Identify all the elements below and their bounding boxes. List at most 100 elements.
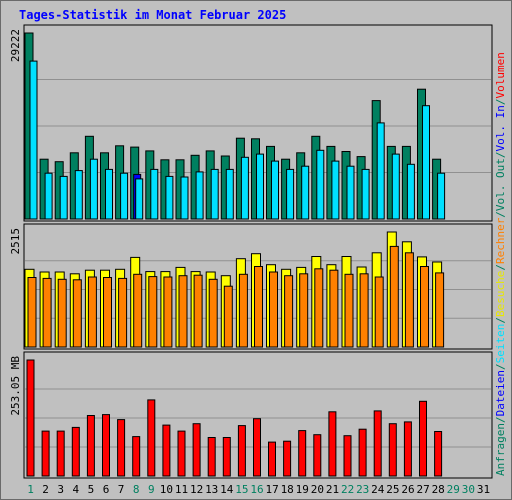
x-tick-label-day-31: 31: [477, 483, 490, 496]
bar-volumen-day-2: [41, 430, 50, 477]
bar-seiten-day-19: [301, 165, 310, 220]
legend-separator: /: [494, 416, 507, 423]
x-tick-label-day-2: 2: [42, 483, 49, 496]
x-tick-label-day-3: 3: [57, 483, 64, 496]
legend-separator: /: [494, 264, 507, 271]
bar-volumen-day-13: [207, 437, 216, 477]
bar-rechner-day-26: [404, 252, 414, 348]
y-max-label-0: 29222: [9, 29, 22, 62]
bar-seiten-day-3: [59, 175, 68, 220]
bar-rechner-day-4: [72, 279, 82, 348]
x-tick-label-day-18: 18: [281, 483, 294, 496]
bar-rechner-day-22: [344, 273, 354, 348]
bar-rechner-day-7: [118, 277, 128, 348]
legend-separator: /: [494, 211, 507, 218]
legend-label-volout: Vol. Out: [494, 158, 507, 211]
bar-seiten-day-2: [44, 172, 53, 220]
x-tick-label-day-16: 16: [250, 483, 263, 496]
bar-seiten-day-10: [165, 175, 174, 220]
bar-volumen-day-21: [328, 411, 337, 477]
bar-seiten-day-11: [180, 176, 189, 220]
bar-rechner-day-8: [133, 273, 143, 348]
bar-seiten-day-6: [105, 168, 113, 220]
x-tick-label-day-4: 4: [72, 483, 79, 496]
bar-volumen-day-3: [56, 430, 65, 477]
bar-seiten-day-21: [331, 160, 340, 220]
bar-seiten-day-23: [361, 168, 370, 220]
x-tick-label-day-10: 10: [160, 483, 173, 496]
x-tick-label-day-11: 11: [175, 483, 188, 496]
bar-volumen-day-8: [132, 436, 141, 477]
bar-seiten-day-17: [271, 160, 279, 220]
bar-rechner-day-17: [269, 271, 278, 348]
legend-label-rechner: Rechner: [494, 217, 507, 264]
bar-volumen-day-28: [434, 431, 443, 477]
bar-seiten-day-25: [391, 153, 400, 220]
bar-seiten-day-9: [150, 168, 159, 220]
legend-label-besuche: Besuche: [494, 271, 507, 317]
bar-rechner-day-13: [208, 278, 218, 348]
bar-volumen-day-20: [313, 434, 322, 477]
bar-volumen-day-14: [222, 437, 231, 477]
bar-volumen-day-4: [71, 426, 80, 477]
bar-seiten-day-14: [225, 168, 234, 220]
chart-title: Tages-Statistik im Monat Februar 2025: [19, 8, 287, 22]
bar-volumen-day-25: [388, 423, 397, 477]
bar-rechner-day-9: [148, 276, 158, 348]
x-tick-label-day-24: 24: [371, 483, 385, 496]
bar-rechner-day-23: [359, 273, 369, 348]
x-tick-label-day-19: 19: [296, 483, 309, 496]
bar-volumen-day-7: [117, 419, 126, 477]
legend-separator: /: [494, 363, 507, 370]
bar-volumen-day-15: [237, 425, 246, 477]
x-tick-label-day-29: 29: [447, 483, 460, 496]
x-tick-label-day-20: 20: [311, 483, 324, 496]
legend-label-anfragen: Anfragen: [494, 423, 507, 476]
bar-volumen-day-18: [283, 440, 292, 477]
bar-volumen-day-26: [403, 421, 412, 477]
bar-rechner-day-19: [299, 273, 309, 348]
bar-volumen-day-12: [192, 423, 201, 477]
legend-separator: /: [494, 98, 507, 105]
bar-seiten-day-13: [210, 168, 219, 220]
bar-rechner-day-15: [238, 273, 248, 348]
bar-rechner-day-27: [420, 266, 429, 348]
x-tick-label-day-14: 14: [220, 483, 234, 496]
bar-seiten-day-28: [437, 172, 446, 220]
legend-separator: /: [494, 317, 507, 324]
bar-volumen-day-10: [162, 424, 171, 477]
bar-seiten-day-12: [195, 171, 204, 220]
bar-volumen-day-11: [177, 430, 186, 477]
legend-separator: /: [494, 151, 507, 158]
bar-rechner-day-2: [42, 277, 52, 348]
bar-volumen-day-5: [86, 415, 95, 477]
bar-rechner-day-12: [193, 274, 203, 348]
legend-label-dateien: Dateien: [494, 370, 507, 416]
bar-rechner-day-25: [389, 245, 399, 348]
bar-rechner-day-3: [57, 278, 67, 348]
bar-volumen-day-6: [102, 414, 110, 477]
bar-seiten-day-20: [316, 149, 325, 220]
bar-volumen-day-24: [373, 410, 382, 477]
bar-seiten-day-22: [346, 165, 355, 220]
x-tick-label-day-15: 15: [235, 483, 248, 496]
bar-rechner-day-20: [314, 268, 324, 348]
bar-volumen-day-22: [343, 435, 352, 477]
bar-rechner-day-21: [329, 269, 339, 348]
x-tick-label-day-27: 27: [416, 483, 429, 496]
bar-seiten-day-5: [89, 158, 98, 220]
bar-volumen-day-17: [268, 441, 276, 477]
x-tick-label-day-23: 23: [356, 483, 369, 496]
x-tick-label-day-25: 25: [386, 483, 399, 496]
bar-seiten-day-4: [74, 170, 83, 220]
bar-rechner-day-1: [27, 277, 37, 348]
x-tick-label-day-13: 13: [205, 483, 218, 496]
bar-seiten-day-24: [376, 122, 385, 220]
x-tick-label-day-6: 6: [103, 483, 110, 496]
bar-seiten-day-27: [422, 105, 430, 220]
x-tick-label-day-28: 28: [432, 483, 445, 496]
bar-volumen-day-27: [419, 400, 427, 477]
bar-volumen-day-16: [253, 418, 261, 477]
bar-rechner-day-5: [87, 276, 97, 348]
bar-rechner-day-18: [284, 275, 294, 348]
